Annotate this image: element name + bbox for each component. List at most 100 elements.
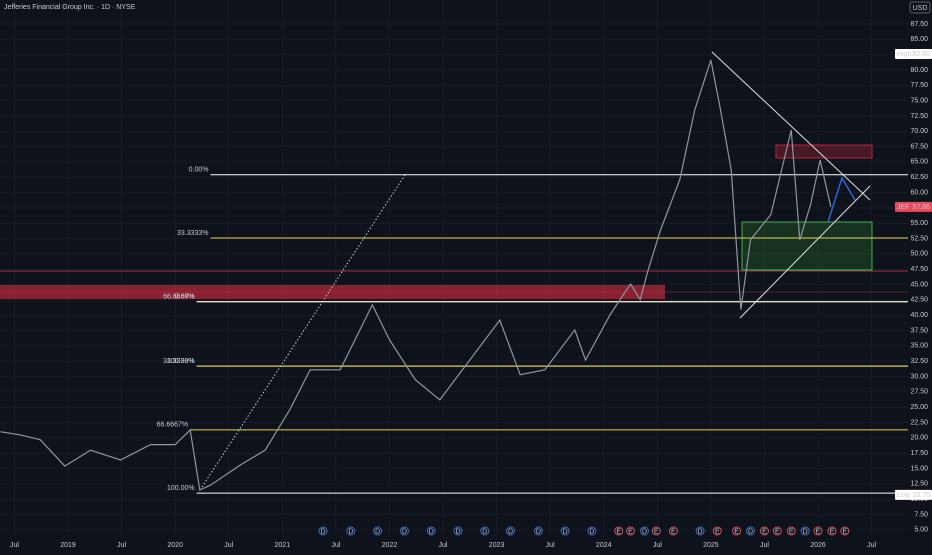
x-tick-label: 2019	[60, 542, 76, 549]
x-tick-label: 2020	[167, 542, 183, 549]
price-label-name: High	[897, 51, 912, 58]
price-label-name: Low	[897, 492, 911, 499]
event-marker	[668, 526, 678, 536]
y-tick-label: 60.00	[910, 189, 928, 196]
event-marker	[813, 526, 823, 536]
y-tick-label: 17.50	[910, 450, 928, 457]
y-tick-label: 35.00	[910, 343, 928, 350]
x-tick-label: Jul	[653, 542, 662, 549]
event-label: E	[628, 528, 633, 535]
event-marker	[587, 526, 597, 536]
event-marker	[772, 526, 782, 536]
event-marker	[827, 526, 837, 536]
projection	[827, 176, 856, 223]
event-marker	[695, 526, 705, 536]
fib-label: 33.3333%	[177, 230, 209, 237]
x-tick-label: Jul	[439, 542, 448, 549]
y-tick-label: 50.00	[910, 251, 928, 258]
event-marker	[746, 526, 756, 536]
y-tick-label: 72.50	[910, 113, 928, 120]
event-label: D	[375, 528, 380, 535]
currency-box[interactable]	[909, 1, 931, 14]
fib-label: 0.00%	[175, 294, 195, 301]
price-label-name: JEF	[897, 204, 909, 211]
event-label: D	[563, 528, 568, 535]
y-tick-label: 25.00	[910, 404, 928, 411]
price-label-box	[895, 201, 932, 212]
event-label: D	[748, 528, 753, 535]
event-label: D	[589, 528, 594, 535]
y-tick-label: 40.00	[910, 312, 928, 319]
event-label: E	[775, 528, 780, 535]
x-tick-label: Jul	[331, 542, 340, 549]
price-label-value: 82.60	[912, 51, 930, 58]
y-tick-label: 45.00	[910, 281, 928, 288]
event-marker	[560, 526, 570, 536]
event-label: D	[508, 528, 513, 535]
fib-label: 66.6667%	[157, 422, 189, 429]
event-marker	[426, 526, 436, 536]
event-marker	[318, 526, 328, 536]
event-label: E	[762, 528, 767, 535]
x-tick-label: 2022	[382, 542, 398, 549]
event-label: E	[654, 528, 659, 535]
price-label-box	[895, 48, 932, 59]
fib-label: 100.00%	[167, 485, 195, 492]
event-label: D	[698, 528, 703, 535]
x-tick-label: Jul	[760, 542, 769, 549]
event-label: E	[830, 528, 835, 535]
y-tick-label: 77.50	[910, 82, 928, 89]
triangle-line	[739, 185, 871, 319]
event-label: E	[842, 528, 847, 535]
demand-zone	[741, 221, 873, 271]
event-marker	[712, 526, 722, 536]
x-tick-label: 2021	[275, 542, 291, 549]
y-tick-label: 47.50	[910, 266, 928, 273]
y-tick-label: 27.50	[910, 389, 928, 396]
price-label-value: 10.70	[912, 492, 930, 499]
price-axis	[908, 0, 932, 550]
event-label: E	[816, 528, 821, 535]
x-tick-label: 2025	[703, 542, 719, 549]
event-label: D	[482, 528, 487, 535]
event-label: D	[320, 528, 325, 535]
y-tick-label: 70.00	[910, 128, 928, 135]
currency[interactable]: USD	[913, 5, 928, 12]
time-axis	[0, 538, 932, 550]
event-label: E	[671, 528, 676, 535]
y-tick-label: 65.00	[910, 159, 928, 166]
supply-zone	[775, 144, 873, 159]
event-label: D	[455, 528, 460, 535]
event-marker	[346, 526, 356, 536]
y-tick-label: 22.50	[910, 419, 928, 426]
y-tick-label: 52.50	[910, 235, 928, 242]
plot: 0.00%33.3333%66.6667%0.00%100.00%33.3333…	[0, 59, 908, 494]
y-tick-label: 67.50	[910, 143, 928, 150]
event-marker	[373, 526, 383, 536]
x-tick-label: Jul	[224, 542, 233, 549]
event-marker	[399, 526, 409, 536]
triangle-line	[711, 51, 871, 201]
event-label: E	[616, 528, 621, 535]
price-label-box	[895, 489, 932, 500]
fib-label: 100.00%	[167, 358, 195, 365]
grid	[0, 0, 908, 536]
chart-title: Jefferies Financial Group Inc. · 1D · NY…	[4, 4, 136, 11]
y-tick-label: 85.00	[910, 36, 928, 43]
price-line	[0, 59, 832, 491]
event-marker	[651, 526, 661, 536]
y-tick-label: 7.50	[914, 511, 928, 518]
event-marker	[480, 526, 490, 536]
x-tick-label: Jul	[867, 542, 876, 549]
x-tick-label: 2024	[596, 542, 612, 549]
event-label: E	[715, 528, 720, 535]
price-label-value: 57.66	[912, 204, 930, 211]
y-tick-label: 20.00	[910, 435, 928, 442]
y-tick-label: 32.50	[910, 358, 928, 365]
event-marker	[614, 526, 624, 536]
event-label: D	[429, 528, 434, 535]
y-tick-label: 5.00	[914, 527, 928, 534]
y-tick-label: 37.50	[910, 327, 928, 334]
